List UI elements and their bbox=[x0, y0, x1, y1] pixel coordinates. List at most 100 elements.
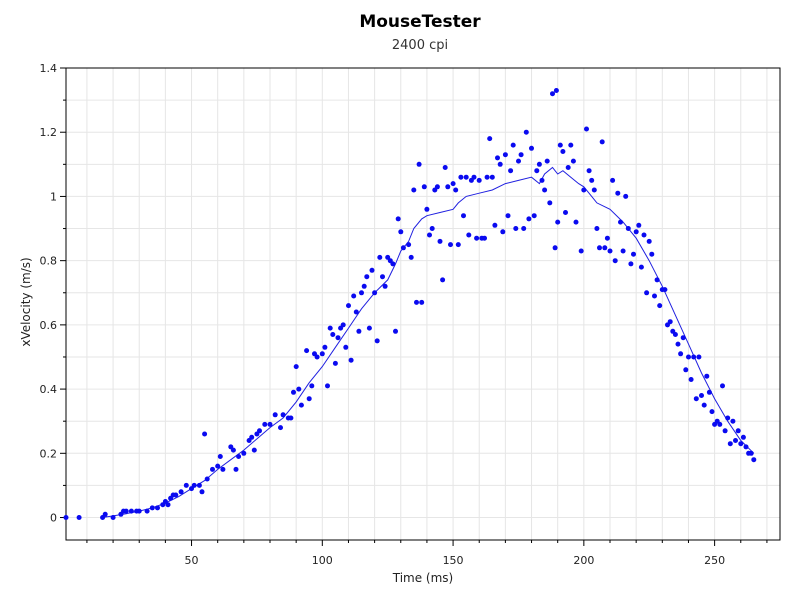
data-point bbox=[586, 168, 592, 174]
data-point bbox=[421, 184, 427, 190]
data-point bbox=[657, 303, 663, 309]
data-point bbox=[683, 367, 689, 373]
data-point bbox=[178, 489, 184, 495]
data-point bbox=[332, 360, 338, 366]
data-point bbox=[508, 168, 514, 174]
y-axis-label: xVelocity (m/s) bbox=[19, 257, 33, 346]
data-point bbox=[110, 515, 116, 520]
data-point bbox=[604, 235, 610, 241]
data-point bbox=[183, 482, 189, 488]
data-point bbox=[144, 508, 150, 514]
data-point bbox=[722, 428, 728, 434]
data-point bbox=[309, 383, 315, 389]
x-tick-label: 150 bbox=[443, 554, 464, 567]
data-point bbox=[372, 290, 378, 296]
data-point bbox=[458, 174, 464, 180]
data-point bbox=[406, 242, 412, 248]
data-point bbox=[565, 165, 571, 170]
data-point bbox=[513, 226, 519, 231]
data-point bbox=[550, 91, 555, 97]
data-point bbox=[591, 187, 597, 193]
data-point bbox=[288, 415, 294, 421]
data-point bbox=[748, 450, 754, 456]
data-point bbox=[560, 149, 566, 154]
data-point bbox=[437, 238, 443, 244]
data-point bbox=[662, 287, 668, 293]
data-point bbox=[672, 332, 678, 337]
data-point bbox=[536, 161, 542, 167]
data-point bbox=[173, 492, 179, 498]
data-point bbox=[366, 325, 372, 331]
data-point bbox=[720, 383, 725, 389]
data-point bbox=[573, 219, 579, 225]
data-point bbox=[534, 168, 540, 174]
data-point bbox=[696, 354, 702, 360]
data-point bbox=[492, 222, 498, 228]
data-point bbox=[667, 319, 673, 325]
data-point bbox=[654, 277, 660, 283]
data-point bbox=[500, 229, 506, 235]
data-point bbox=[455, 242, 461, 248]
y-tick-label: 0 bbox=[50, 512, 57, 525]
data-point bbox=[128, 508, 134, 514]
y-tick-label: 1.4 bbox=[40, 62, 58, 75]
data-point bbox=[526, 216, 532, 222]
data-point bbox=[220, 466, 226, 472]
data-point bbox=[584, 126, 589, 132]
data-point bbox=[594, 226, 600, 231]
data-point bbox=[649, 251, 655, 257]
data-point bbox=[304, 348, 310, 354]
data-point bbox=[461, 213, 466, 219]
data-point bbox=[751, 457, 757, 463]
data-point bbox=[489, 174, 495, 180]
data-point bbox=[652, 293, 657, 299]
data-point bbox=[502, 152, 508, 158]
data-point bbox=[241, 450, 247, 456]
data-point bbox=[440, 277, 446, 283]
data-point bbox=[709, 409, 715, 415]
data-point bbox=[602, 245, 608, 251]
data-point bbox=[330, 332, 336, 337]
data-point bbox=[291, 389, 296, 395]
data-point bbox=[442, 165, 448, 170]
data-point bbox=[738, 441, 744, 447]
data-point bbox=[641, 232, 647, 238]
data-point bbox=[597, 245, 602, 251]
data-point bbox=[123, 508, 129, 514]
data-point bbox=[740, 434, 746, 440]
data-point bbox=[484, 174, 490, 180]
data-point bbox=[204, 476, 210, 482]
data-point bbox=[149, 505, 155, 511]
data-point bbox=[680, 335, 686, 341]
data-point bbox=[678, 351, 684, 357]
data-point bbox=[633, 229, 639, 235]
data-point bbox=[555, 219, 561, 225]
data-point bbox=[165, 502, 171, 508]
data-point bbox=[322, 344, 328, 350]
data-point bbox=[552, 245, 558, 251]
data-point bbox=[638, 264, 644, 270]
data-point bbox=[369, 267, 375, 273]
data-point bbox=[615, 190, 621, 196]
data-point bbox=[717, 421, 723, 427]
data-point bbox=[701, 402, 707, 408]
data-point bbox=[210, 466, 215, 472]
data-point bbox=[557, 142, 563, 148]
data-point bbox=[327, 325, 333, 331]
data-point bbox=[63, 515, 69, 520]
data-point bbox=[706, 389, 712, 395]
data-point bbox=[699, 393, 704, 398]
x-tick-label: 200 bbox=[573, 554, 594, 567]
data-point bbox=[495, 155, 500, 161]
data-point bbox=[453, 187, 459, 193]
data-point bbox=[395, 216, 401, 222]
data-point bbox=[487, 136, 493, 142]
x-tick-label: 250 bbox=[704, 554, 725, 567]
data-point bbox=[306, 396, 312, 402]
series-points bbox=[63, 88, 757, 520]
data-point bbox=[581, 187, 587, 193]
data-point bbox=[319, 351, 325, 357]
data-point bbox=[267, 421, 273, 427]
x-tick-label: 100 bbox=[312, 554, 333, 567]
